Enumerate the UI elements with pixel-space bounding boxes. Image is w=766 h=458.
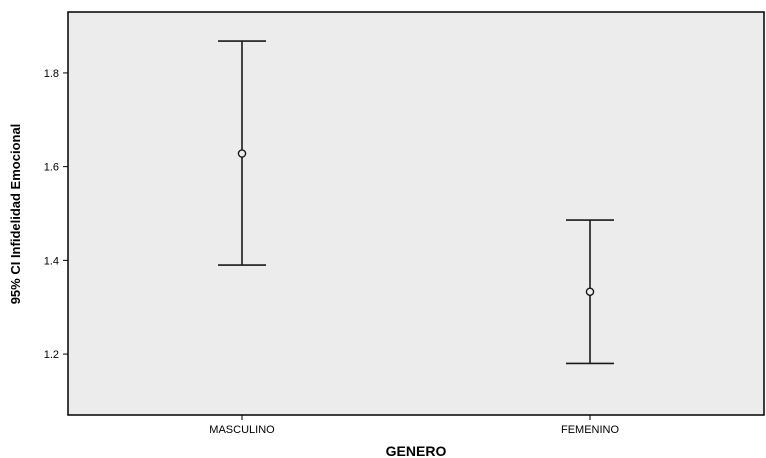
x-tick-label: FEMENINO (561, 424, 620, 436)
plot-area (67, 11, 765, 416)
mean-point (585, 287, 595, 297)
y-tick-label: 1.8 (44, 68, 59, 80)
y-tick-label: 1.6 (44, 162, 59, 174)
x-axis-title: GENERO (386, 443, 447, 458)
y-axis: 1.2 1.4 1.6 1.8 (44, 68, 68, 361)
y-tick-label: 1.4 (44, 255, 59, 267)
x-axis: MASCULINO FEMENINO (209, 415, 619, 436)
x-tick-label: MASCULINO (209, 424, 275, 436)
y-tick-label: 1.2 (44, 349, 59, 361)
mean-point (237, 149, 247, 158)
error-bars (218, 40, 614, 365)
y-axis-title: 95% CI Infidelidad Emocional (8, 124, 23, 305)
